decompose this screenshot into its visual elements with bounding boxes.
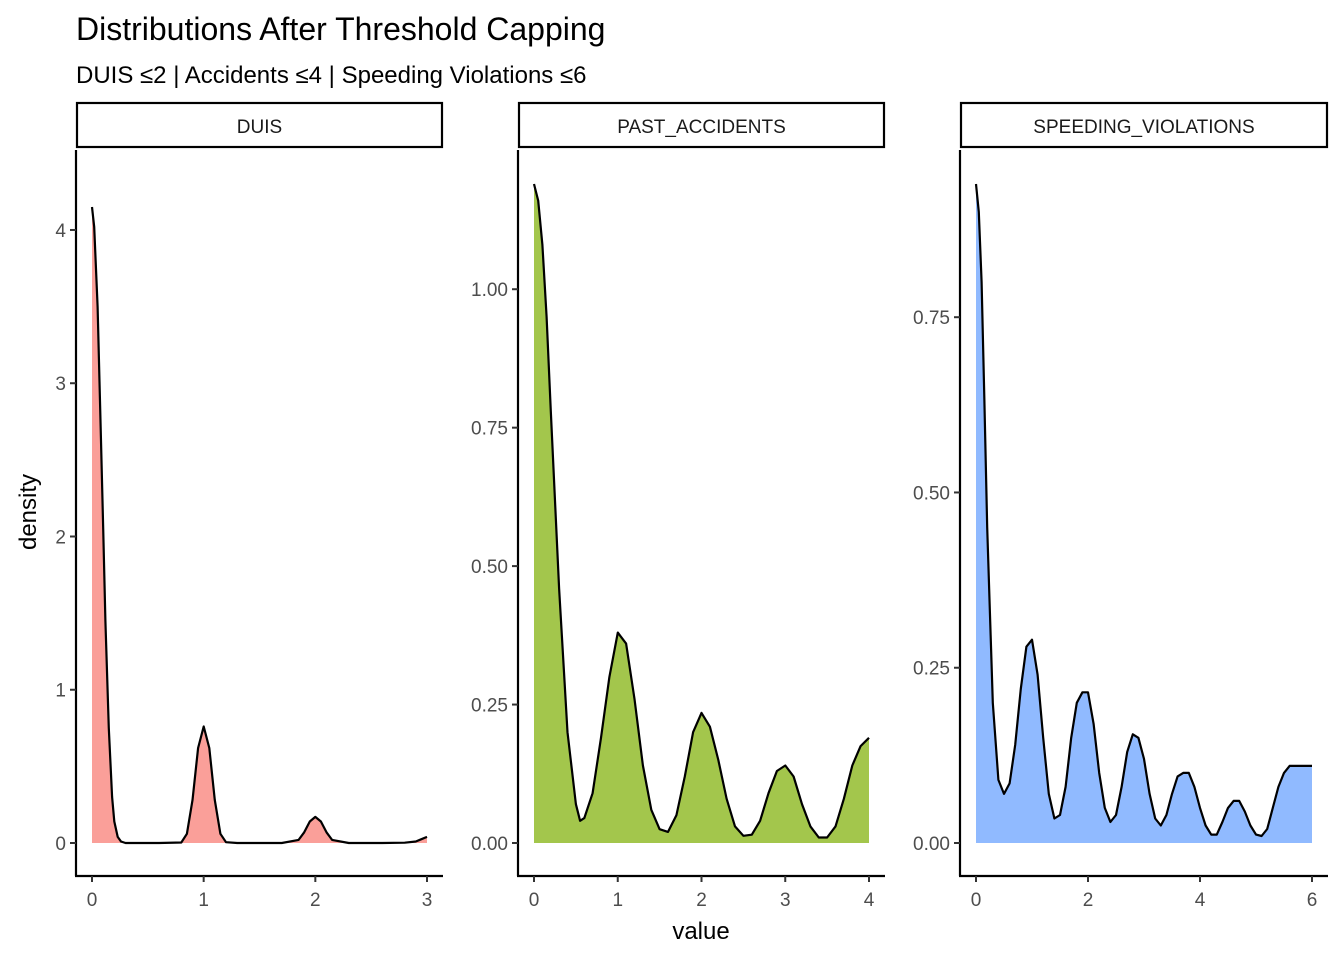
y-tick-label-past-accidents: 0.00 [471, 834, 508, 855]
y-tick-label-speeding-violations: 0.00 [913, 834, 950, 855]
x-tick-label-past-accidents: 2 [696, 890, 707, 911]
y-tick-label-speeding-violations: 0.50 [913, 483, 950, 504]
x-tick-label-duis: 2 [310, 890, 321, 911]
x-tick-label-speeding-violations: 6 [1307, 890, 1318, 911]
y-axis-title: density [15, 474, 42, 550]
x-tick-label-past-accidents: 1 [612, 890, 623, 911]
x-tick-label-speeding-violations: 0 [971, 890, 982, 911]
y-tick-label-duis: 2 [55, 527, 66, 548]
x-axis-title: value [672, 918, 729, 945]
x-tick-label-past-accidents: 3 [780, 890, 791, 911]
y-tick-label-past-accidents: 1.00 [471, 280, 508, 301]
chart-subtitle: DUIS ≤2 | Accidents ≤4 | Speeding Violat… [76, 62, 587, 89]
y-tick-label-duis: 4 [55, 221, 66, 242]
x-tick-label-duis: 1 [198, 890, 209, 911]
density-area-past-accidents [534, 184, 869, 843]
x-tick-label-duis: 0 [87, 890, 98, 911]
chart-title: Distributions After Threshold Capping [76, 11, 605, 47]
facet-strip-past-accidents [517, 101, 886, 149]
facet-strip-duis [75, 101, 444, 149]
density-line-past-accidents [532, 183, 870, 839]
y-tick-label-duis: 3 [55, 374, 66, 395]
density-area-duis [92, 207, 427, 843]
x-tick-label-speeding-violations: 2 [1083, 890, 1094, 911]
facet-label-past-accidents: PAST_ACCIDENTS [617, 117, 786, 138]
y-tick-label-duis: 0 [55, 834, 66, 855]
x-tick-label-speeding-violations: 4 [1195, 890, 1206, 911]
y-tick-label-past-accidents: 0.50 [471, 557, 508, 578]
y-tick-label-past-accidents: 0.75 [471, 419, 508, 440]
y-tick-label-speeding-violations: 0.75 [913, 308, 950, 329]
facet-strip-speeding-violations [959, 101, 1329, 149]
facet-speeding-violations: SPEEDING_VIOLATIONS 0.00 0.25 0.50 0.75 0 2 4 6 [913, 101, 1329, 911]
facet-label-speeding-violations: SPEEDING_VIOLATIONS [1033, 117, 1254, 138]
facet-past-accidents: PAST_ACCIDENTS 0.00 0.25 0.50 0.75 1.00 0 1 2 3 4 [471, 101, 886, 911]
y-tick-label-duis: 1 [55, 681, 66, 702]
density-line-speeding-violations [974, 183, 1312, 838]
x-tick-label-duis: 3 [422, 890, 433, 911]
x-tick-label-past-accidents: 4 [864, 890, 875, 911]
density-area-speeding-violations [976, 184, 1312, 843]
facet-duis: DUIS 0 1 2 3 4 0 1 2 3 [55, 101, 444, 911]
density-line-duis [90, 206, 428, 845]
y-tick-label-speeding-violations: 0.25 [913, 659, 950, 680]
x-tick-label-past-accidents: 0 [529, 890, 540, 911]
facet-label-duis: DUIS [237, 117, 282, 138]
y-tick-label-past-accidents: 0.25 [471, 696, 508, 717]
facet-panels: DUIS 0 1 2 3 4 0 1 2 3 PAST_ACCIDENTS 0.00 0.25 0.50 0… [55, 101, 1329, 911]
